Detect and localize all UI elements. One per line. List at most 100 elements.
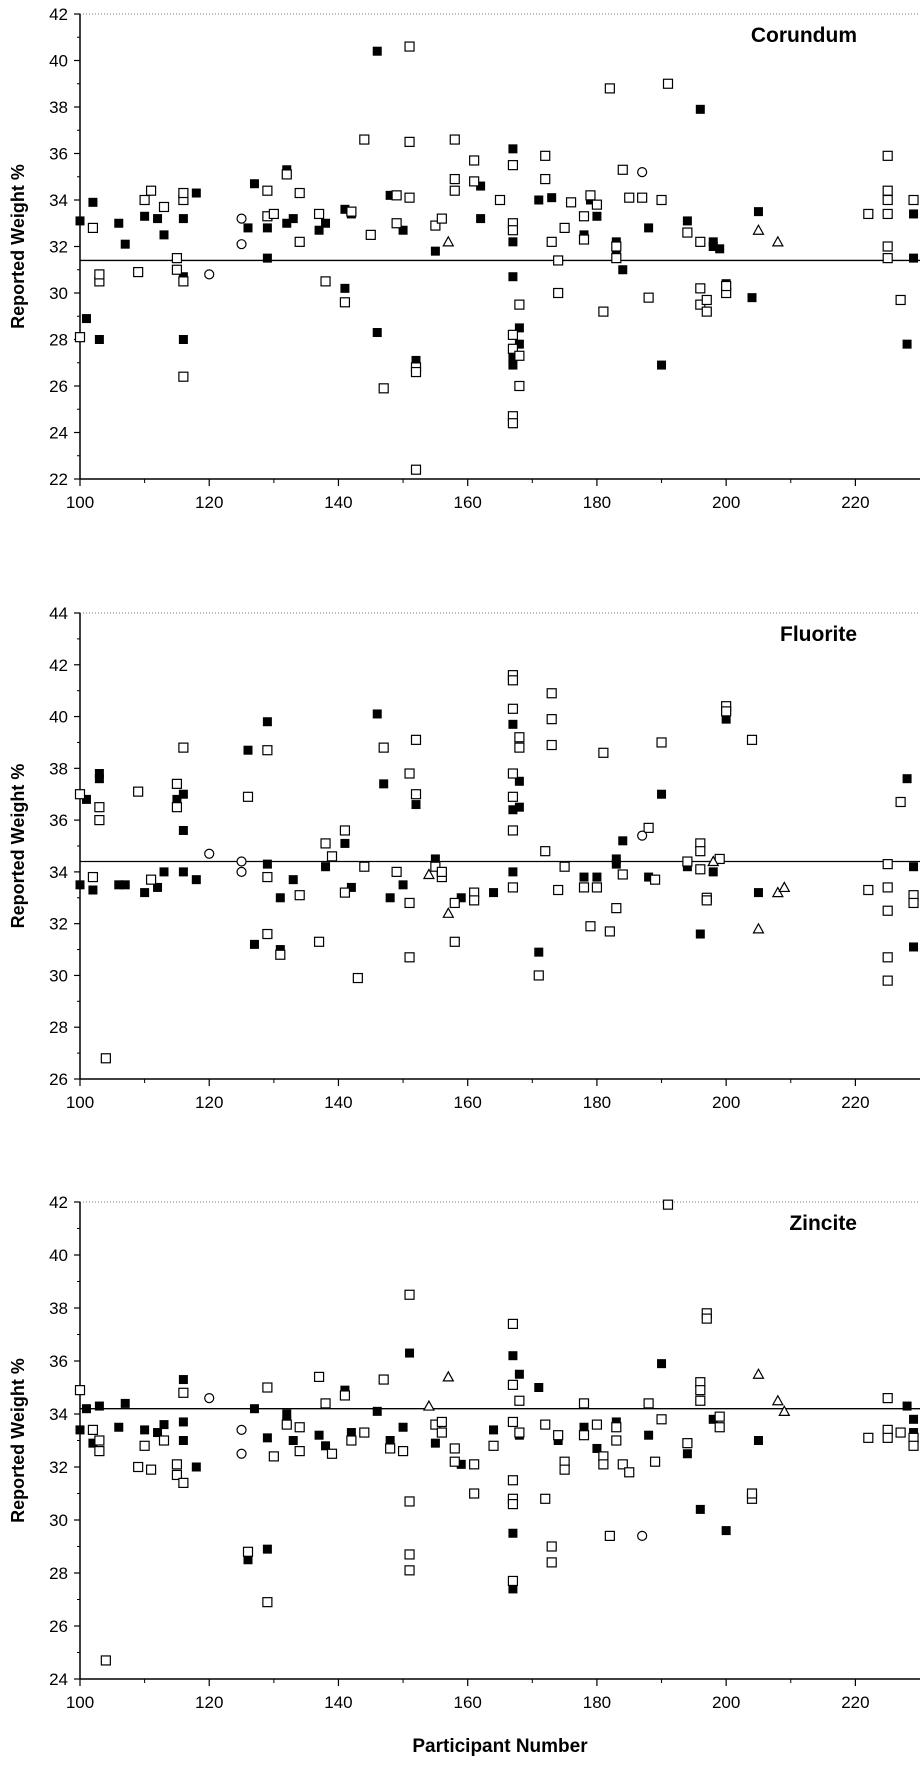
data-point-open-square <box>882 859 893 870</box>
data-point-open-square <box>656 194 667 206</box>
data-point-open-square <box>313 1371 325 1383</box>
data-point-open-square <box>178 742 189 753</box>
data-point-open-square <box>882 185 893 196</box>
data-point-open-square <box>643 822 654 833</box>
data-point-open-square <box>385 1443 396 1454</box>
data-point-open-square <box>320 276 331 287</box>
data-point-filled-square <box>644 1430 654 1440</box>
data-point-open-square <box>591 1419 603 1430</box>
data-point-open-square <box>469 155 480 166</box>
data-point-open-square <box>436 1416 447 1428</box>
data-point-open-square <box>436 866 447 877</box>
data-point-open-square <box>882 1392 893 1404</box>
data-point-filled-square <box>314 225 324 235</box>
data-point-open-square <box>695 864 706 875</box>
data-point-filled-square <box>721 714 731 724</box>
data-point-open-square <box>275 949 286 960</box>
data-point-open-square <box>449 134 460 145</box>
data-point-open-square <box>611 1435 622 1446</box>
data-point-filled-square <box>282 218 292 228</box>
data-point-open-square <box>404 1549 415 1560</box>
data-point-open-square <box>507 225 519 236</box>
data-point-open-square <box>404 897 415 909</box>
data-point-open-circle <box>236 239 247 250</box>
data-point-open-square <box>352 972 363 984</box>
data-point-filled-square <box>94 1401 104 1411</box>
data-point-open-square <box>268 208 279 220</box>
data-point-filled-square <box>94 774 104 784</box>
y-tick-label: 40 <box>49 708 68 727</box>
data-point-filled-square <box>178 1417 188 1427</box>
data-point-open-square <box>598 306 609 317</box>
x-tick-label: 220 <box>841 1093 869 1112</box>
data-point-open-square <box>656 1414 667 1425</box>
data-point-open-square <box>882 194 893 206</box>
data-point-filled-square <box>476 214 486 224</box>
data-point-filled-square <box>159 867 169 877</box>
data-point-filled-square <box>708 237 718 247</box>
data-point-open-square <box>546 739 557 751</box>
data-point-open-square <box>617 1459 628 1470</box>
data-point-filled-square <box>178 789 188 799</box>
data-point-filled-square <box>618 836 628 846</box>
y-tick-label: 36 <box>49 145 68 164</box>
data-point-open-square <box>404 1565 415 1576</box>
data-point-open-square <box>643 292 654 303</box>
x-tick-label: 160 <box>454 493 482 512</box>
data-point-open-square <box>139 1440 150 1451</box>
data-point-open-triangle <box>752 922 765 934</box>
data-point-open-square <box>507 329 519 340</box>
data-point-filled-square <box>178 825 188 835</box>
data-point-open-circle <box>637 830 648 841</box>
data-point-open-square <box>701 294 712 306</box>
data-point-open-square <box>882 905 893 916</box>
data-point-filled-square <box>262 1433 272 1443</box>
x-axis-label: Participant Number <box>412 1736 588 1757</box>
data-point-filled-square <box>657 1359 667 1369</box>
data-point-open-square <box>695 236 706 247</box>
data-point-filled-square <box>909 253 919 263</box>
data-point-filled-square <box>172 794 182 804</box>
data-point-open-square <box>591 882 603 893</box>
data-point-filled-square <box>75 880 85 890</box>
data-point-open-square <box>339 1390 351 1401</box>
data-point-open-square <box>507 1379 519 1390</box>
data-point-filled-square <box>81 314 91 324</box>
data-point-open-circle <box>236 213 247 224</box>
data-point-open-square <box>281 169 292 180</box>
data-point-open-square <box>171 253 183 264</box>
data-point-open-square <box>430 861 441 872</box>
data-point-open-square <box>701 895 712 906</box>
y-axis-label: Reported Weight % <box>8 1358 28 1523</box>
data-point-filled-square <box>902 774 912 784</box>
data-point-open-square <box>449 173 460 185</box>
data-point-filled-square <box>321 1441 331 1451</box>
data-point-filled-square <box>81 1404 91 1414</box>
data-point-filled-square <box>262 717 272 727</box>
data-point-filled-square <box>476 181 486 191</box>
y-tick-label: 24 <box>49 1670 68 1689</box>
y-tick-label: 40 <box>49 52 68 71</box>
data-point-open-square <box>553 255 564 266</box>
data-point-open-square <box>649 874 661 885</box>
y-tick-label: 34 <box>49 191 68 210</box>
data-point-filled-square <box>508 1584 518 1594</box>
data-point-filled-square <box>243 745 253 755</box>
y-tick-label: 32 <box>49 915 68 934</box>
data-point-open-square <box>378 383 389 394</box>
data-point-open-square <box>611 903 622 914</box>
x-tick-label: 120 <box>195 1693 223 1712</box>
data-point-open-triangle <box>442 907 455 918</box>
data-point-filled-square <box>321 862 331 872</box>
x-tick-label: 120 <box>195 493 223 512</box>
data-point-open-square <box>262 1382 273 1393</box>
data-point-open-square <box>469 1488 480 1499</box>
y-axis-label: Reported Weight % <box>8 764 28 929</box>
data-point-filled-square <box>579 872 589 882</box>
data-point-open-square <box>746 734 758 745</box>
data-point-open-square <box>281 1419 292 1430</box>
data-point-open-square <box>430 220 441 231</box>
data-point-open-square <box>882 1432 893 1443</box>
data-point-open-square <box>171 802 183 813</box>
data-point-open-square <box>578 211 590 222</box>
